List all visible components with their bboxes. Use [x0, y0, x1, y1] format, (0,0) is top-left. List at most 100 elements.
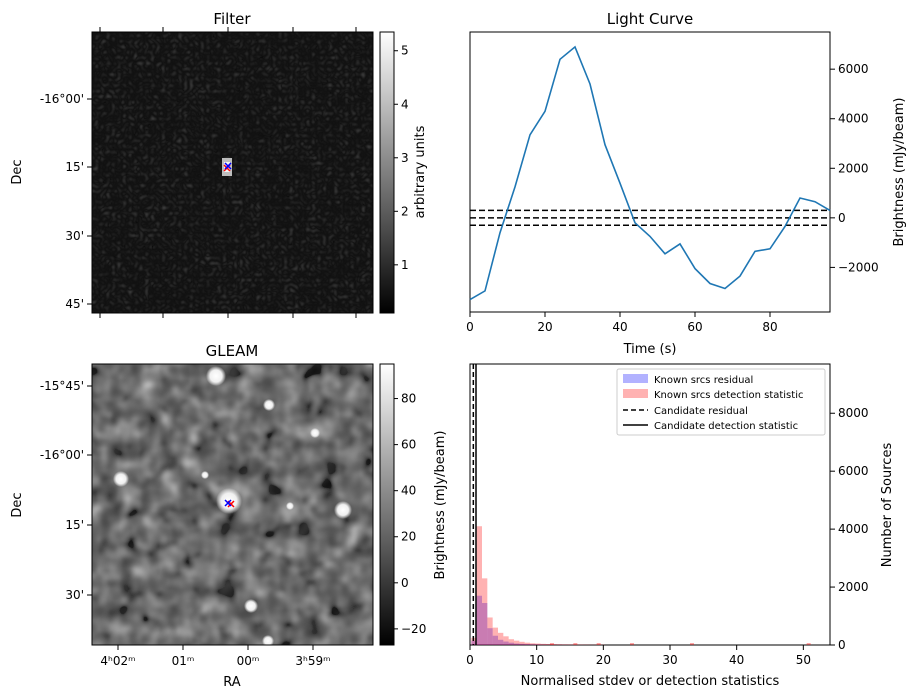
filter-title: Filter [213, 10, 251, 28]
histogram-bar-detection [514, 640, 520, 645]
filter-colorbar-tick-label: 1 [401, 258, 409, 272]
gleam-y-tick-label: -15°45' [40, 379, 84, 393]
filter-y-tick-label: -16°00' [40, 92, 84, 106]
histogram-xlabel: Normalised stdev or detection statistics [521, 674, 780, 689]
lightcurve-x-tick-label: 0 [466, 320, 474, 334]
filter-panel: Filter -16°00' 15' 30' 45' Dec 1 2 3 4 5 arbitr… [10, 10, 428, 318]
legend-label-detection: Known srcs detection statistic [654, 390, 803, 401]
legend-label-residual: Known srcs residual [654, 375, 753, 386]
histogram-bar-detection [524, 642, 530, 645]
lightcurve-ylabel: Brightness (mJy/beam) [892, 98, 907, 247]
gleam-markers [224, 499, 235, 508]
lightcurve-x-ticks: 0 20 40 60 80 [466, 312, 778, 334]
lightcurve-y-tick-label: 0 [838, 211, 846, 225]
histogram-bar-detection [556, 644, 562, 645]
histogram-bar-outlier [596, 643, 601, 645]
histogram-y-tick-label: 8000 [838, 406, 869, 420]
histogram-bar-outlier [573, 643, 578, 645]
gleam-x-ticks: 4ʰ02ᵐ 01ᵐ 00ᵐ 3ʰ59ᵐ [100, 645, 331, 668]
histogram-bar-detection [546, 643, 552, 645]
lightcurve-x-tick-label: 40 [612, 320, 627, 334]
histogram-bar-residual [482, 602, 488, 645]
histogram-legend: Known srcs residual Known srcs detection… [616, 368, 826, 436]
histogram-bar-residual [471, 640, 477, 645]
histogram-x-ticks: 0 10 20 30 40 50 [466, 645, 811, 667]
legend-label-candidate-residual: Candidate residual [654, 406, 748, 417]
histogram-bar-detection [482, 578, 488, 645]
gleam-xlabel: RA [223, 675, 241, 690]
gleam-colorbar-tick-label: −20 [401, 622, 426, 636]
lightcurve-x-tick-label: 20 [537, 320, 552, 334]
filter-colorbar-tick-label: 4 [401, 97, 409, 111]
filter-y-tick-label: 45' [65, 297, 84, 311]
filter-colorbar-tick-label: 3 [401, 151, 409, 165]
gleam-x-tick-label: 00ᵐ [237, 654, 260, 668]
histogram-x-tick-label: 20 [596, 653, 611, 667]
histogram-y-tick-label: 6000 [838, 464, 869, 478]
filter-colorbar-ticks: 1 2 3 4 5 [394, 44, 409, 272]
lightcurve-x-tick-label: 80 [762, 320, 777, 334]
histogram-bar-detection [471, 637, 477, 645]
filter-ylabel: Dec [10, 159, 25, 184]
histogram-bar-detection [503, 636, 509, 645]
histogram-bar-residual [508, 642, 514, 645]
gleam-colorbar-tick-label: 0 [401, 576, 409, 590]
histogram-bar-residual [535, 644, 541, 645]
gleam-colorbar-tick-label: 80 [401, 392, 416, 406]
legend-swatch-detection [623, 389, 648, 398]
gleam-title: GLEAM [206, 342, 259, 360]
gleam-colorbar-tick-label: 60 [401, 438, 416, 452]
gleam-y-tick-label: -16°00' [40, 448, 84, 462]
lightcurve-y-ticks: −2000 0 2000 4000 6000 [830, 62, 879, 274]
histogram-bar-outlier [690, 643, 694, 645]
lightcurve-y-tick-label: 2000 [838, 161, 869, 175]
histogram-bar-detection [492, 627, 498, 645]
legend-swatch-residual [623, 374, 648, 383]
lightcurve-y-tick-label: −2000 [838, 260, 879, 274]
histogram-bar-outlier [806, 643, 811, 645]
histogram-bar-detection [535, 643, 541, 645]
lightcurve-y-tick-label: 6000 [838, 62, 869, 76]
histogram-y-tick-label: 0 [838, 638, 846, 652]
histogram-bar-detection [551, 644, 557, 645]
lightcurve-title: Light Curve [607, 10, 693, 28]
gleam-y-ticks: -15°45' -16°00' 15' 30' [40, 379, 92, 602]
lightcurve-panel: Light Curve 0 20 40 60 80 −2000 0 2000 4000 6000… [466, 10, 907, 357]
lightcurve-y-tick-label: 4000 [838, 112, 869, 126]
filter-noise [92, 32, 373, 313]
filter-colorbar-tick-label: 2 [401, 204, 409, 218]
histogram-bar-detection [487, 617, 493, 645]
histogram-bar-residual [487, 628, 493, 645]
histogram-bar-detection [530, 643, 536, 645]
histogram-bar-detection [562, 644, 568, 645]
gleam-colorbar-tick-label: 40 [401, 484, 416, 498]
lightcurve-threshold-lines [470, 209, 830, 227]
lightcurve-x-tick-label: 60 [687, 320, 702, 334]
histogram-bar-residual [492, 635, 498, 645]
filter-colorbar-label: arbitrary units [413, 125, 428, 218]
gleam-colorbar [379, 363, 395, 646]
gleam-panel: GLEAM -15°45' -16°00' 15' 30' 4ʰ02ᵐ 01ᵐ [10, 342, 426, 690]
histogram-candidate-lines [472, 364, 477, 645]
histogram-bar-residual [476, 595, 482, 645]
histogram-bar-residual [503, 641, 509, 645]
filter-markers [223, 162, 232, 172]
gleam-y-tick-label: 15' [65, 518, 84, 532]
legend-label-candidate-detection: Candidate detection statistic [654, 421, 798, 432]
gleam-axes-frame [91, 363, 374, 646]
filter-y-ticks: -16°00' 15' 30' 45' [40, 92, 92, 311]
gleam-x-tick-label: 01ᵐ [172, 654, 195, 668]
lightcurve-xlabel: Time (s) [623, 342, 677, 357]
filter-x-ticks [99, 27, 357, 318]
histogram-x-tick-label: 10 [529, 653, 544, 667]
gleam-y-tick-label: 30' [65, 588, 84, 602]
filter-axes-frame [91, 31, 374, 314]
gleam-colorbar-ticks: −20 0 20 40 60 80 [394, 392, 426, 636]
histogram-bar-residual [519, 643, 525, 645]
histogram-bar-detection [498, 632, 504, 645]
gleam-x-tick-label: 3ʰ59ᵐ [295, 654, 330, 668]
histogram-ylabel-right: Number of Sources [880, 443, 895, 568]
histogram-bar-residual [514, 643, 520, 645]
histogram-bar-outlier [550, 643, 554, 645]
